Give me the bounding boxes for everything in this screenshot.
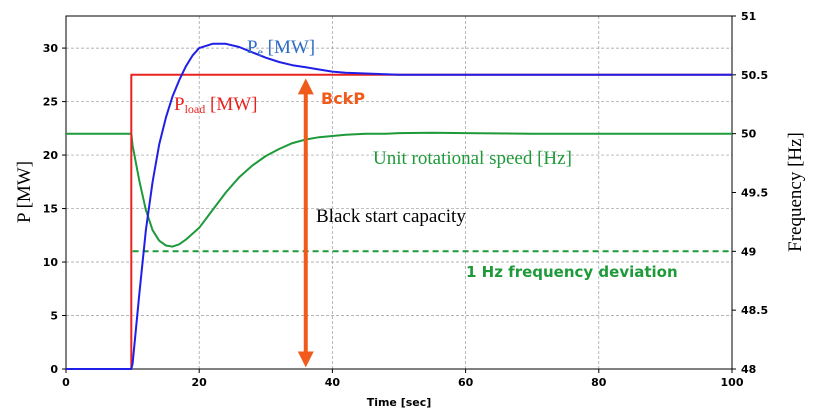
y-right-tick-label: 51 — [741, 10, 756, 23]
series-line-pe — [66, 42, 732, 370]
y-left-tick-label: 20 — [43, 149, 59, 162]
deviation-label: 1 Hz frequency deviation — [466, 263, 678, 281]
pe-label-sub: e — [258, 45, 263, 59]
x-axis-title: Time [sec] — [367, 396, 432, 409]
x-axis: 0 20 40 60 80 100 — [62, 369, 744, 389]
grid-lines — [66, 16, 732, 369]
pload-label-unit: [MW] — [205, 94, 257, 115]
y-left-tick-label: 5 — [50, 310, 58, 323]
x-tick-label: 0 — [62, 376, 70, 389]
bckp-label: BckP — [321, 89, 365, 108]
y-axis-left: 0 5 10 15 20 25 30 — [43, 42, 66, 376]
y-left-tick-label: 0 — [50, 363, 58, 376]
plot-frame — [65, 15, 733, 370]
black-start-label: Black start capacity — [316, 206, 466, 227]
y-axis-right: 48 48.5 49 49.5 50 50.5 51 — [732, 10, 768, 376]
y-right-tick-label: 49.5 — [741, 187, 768, 200]
pload-label-sub: load — [185, 102, 206, 116]
pload-label-main: P — [174, 94, 185, 115]
series-line-speed — [66, 131, 732, 248]
y-left-axis-title: P [MW] — [14, 161, 35, 223]
y-right-axis-title: Frequency [Hz] — [785, 132, 806, 252]
y-left-tick-label: 10 — [43, 256, 59, 269]
x-tick-label: 40 — [325, 376, 341, 389]
x-tick-label: 80 — [591, 376, 607, 389]
x-tick-label: 100 — [721, 376, 744, 389]
y-right-tick-label: 48.5 — [741, 304, 768, 317]
pe-label-unit: [MW] — [263, 37, 315, 58]
y-right-tick-label: 50 — [741, 128, 757, 141]
y-left-tick-label: 15 — [43, 203, 58, 216]
y-right-tick-label: 50.5 — [741, 69, 768, 82]
y-left-tick-label: 30 — [43, 42, 59, 55]
y-left-tick-label: 25 — [43, 96, 58, 109]
pe-label: Pe [MW] — [247, 37, 315, 59]
pe-label-main: P — [247, 37, 258, 58]
x-tick-label: 60 — [458, 376, 474, 389]
speed-label: Unit rotational speed [Hz] — [373, 148, 572, 169]
series-layer — [66, 42, 732, 370]
y-right-tick-label: 48 — [741, 363, 756, 376]
y-right-tick-label: 49 — [741, 245, 756, 258]
x-tick-label: 20 — [192, 376, 208, 389]
pload-label: Pload [MW] — [174, 94, 257, 116]
